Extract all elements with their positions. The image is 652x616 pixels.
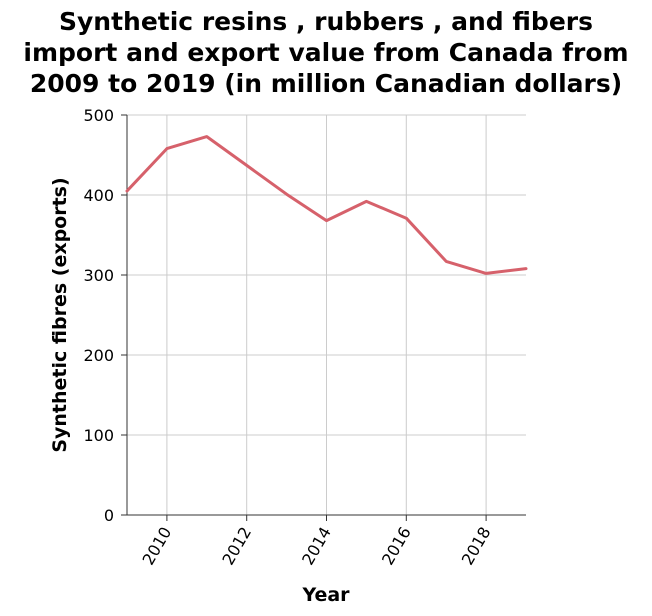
x-tick-label: 2014 xyxy=(298,524,335,569)
series-line-0 xyxy=(125,135,528,275)
data-point xyxy=(325,219,329,223)
data-point xyxy=(245,163,249,167)
y-axis-title: Synthetic fibres (exports) xyxy=(49,177,71,452)
x-tick-label: 2018 xyxy=(458,524,495,569)
chart-title: Synthetic resins , rubbers , and fibers … xyxy=(23,7,628,98)
x-axis-title: Year xyxy=(301,584,350,606)
y-tick-label: 300 xyxy=(83,266,114,285)
x-tick-label: 2016 xyxy=(378,524,415,569)
y-tick-labels: 0 100 200 300 400 500 xyxy=(83,106,114,525)
data-point xyxy=(125,189,129,193)
grid-lines xyxy=(127,114,526,515)
data-point xyxy=(524,267,528,271)
data-point xyxy=(484,271,488,275)
data-series xyxy=(125,135,528,275)
x-tick-labels: 2010 2012 2014 2016 2018 xyxy=(139,524,495,569)
y-tick-label: 0 xyxy=(104,506,114,525)
data-point xyxy=(364,199,368,203)
y-tick-label: 100 xyxy=(83,426,114,445)
y-tick-label: 500 xyxy=(83,106,114,125)
chart-title-line-1: Synthetic resins , rubbers , and fibers xyxy=(59,7,593,36)
y-tick-label: 400 xyxy=(83,186,114,205)
data-point xyxy=(444,259,448,263)
data-point xyxy=(404,216,408,220)
chart-title-line-2: import and export value from Canada from xyxy=(23,38,628,67)
data-point xyxy=(205,135,209,139)
x-tick-label: 2012 xyxy=(218,524,255,569)
data-point xyxy=(165,147,169,151)
x-tick-label: 2010 xyxy=(139,524,176,569)
axes xyxy=(121,114,526,521)
y-tick-label: 200 xyxy=(83,346,114,365)
data-point xyxy=(285,192,289,196)
chart-title-line-3: 2009 to 2019 (in million Canadian dollar… xyxy=(30,69,622,98)
